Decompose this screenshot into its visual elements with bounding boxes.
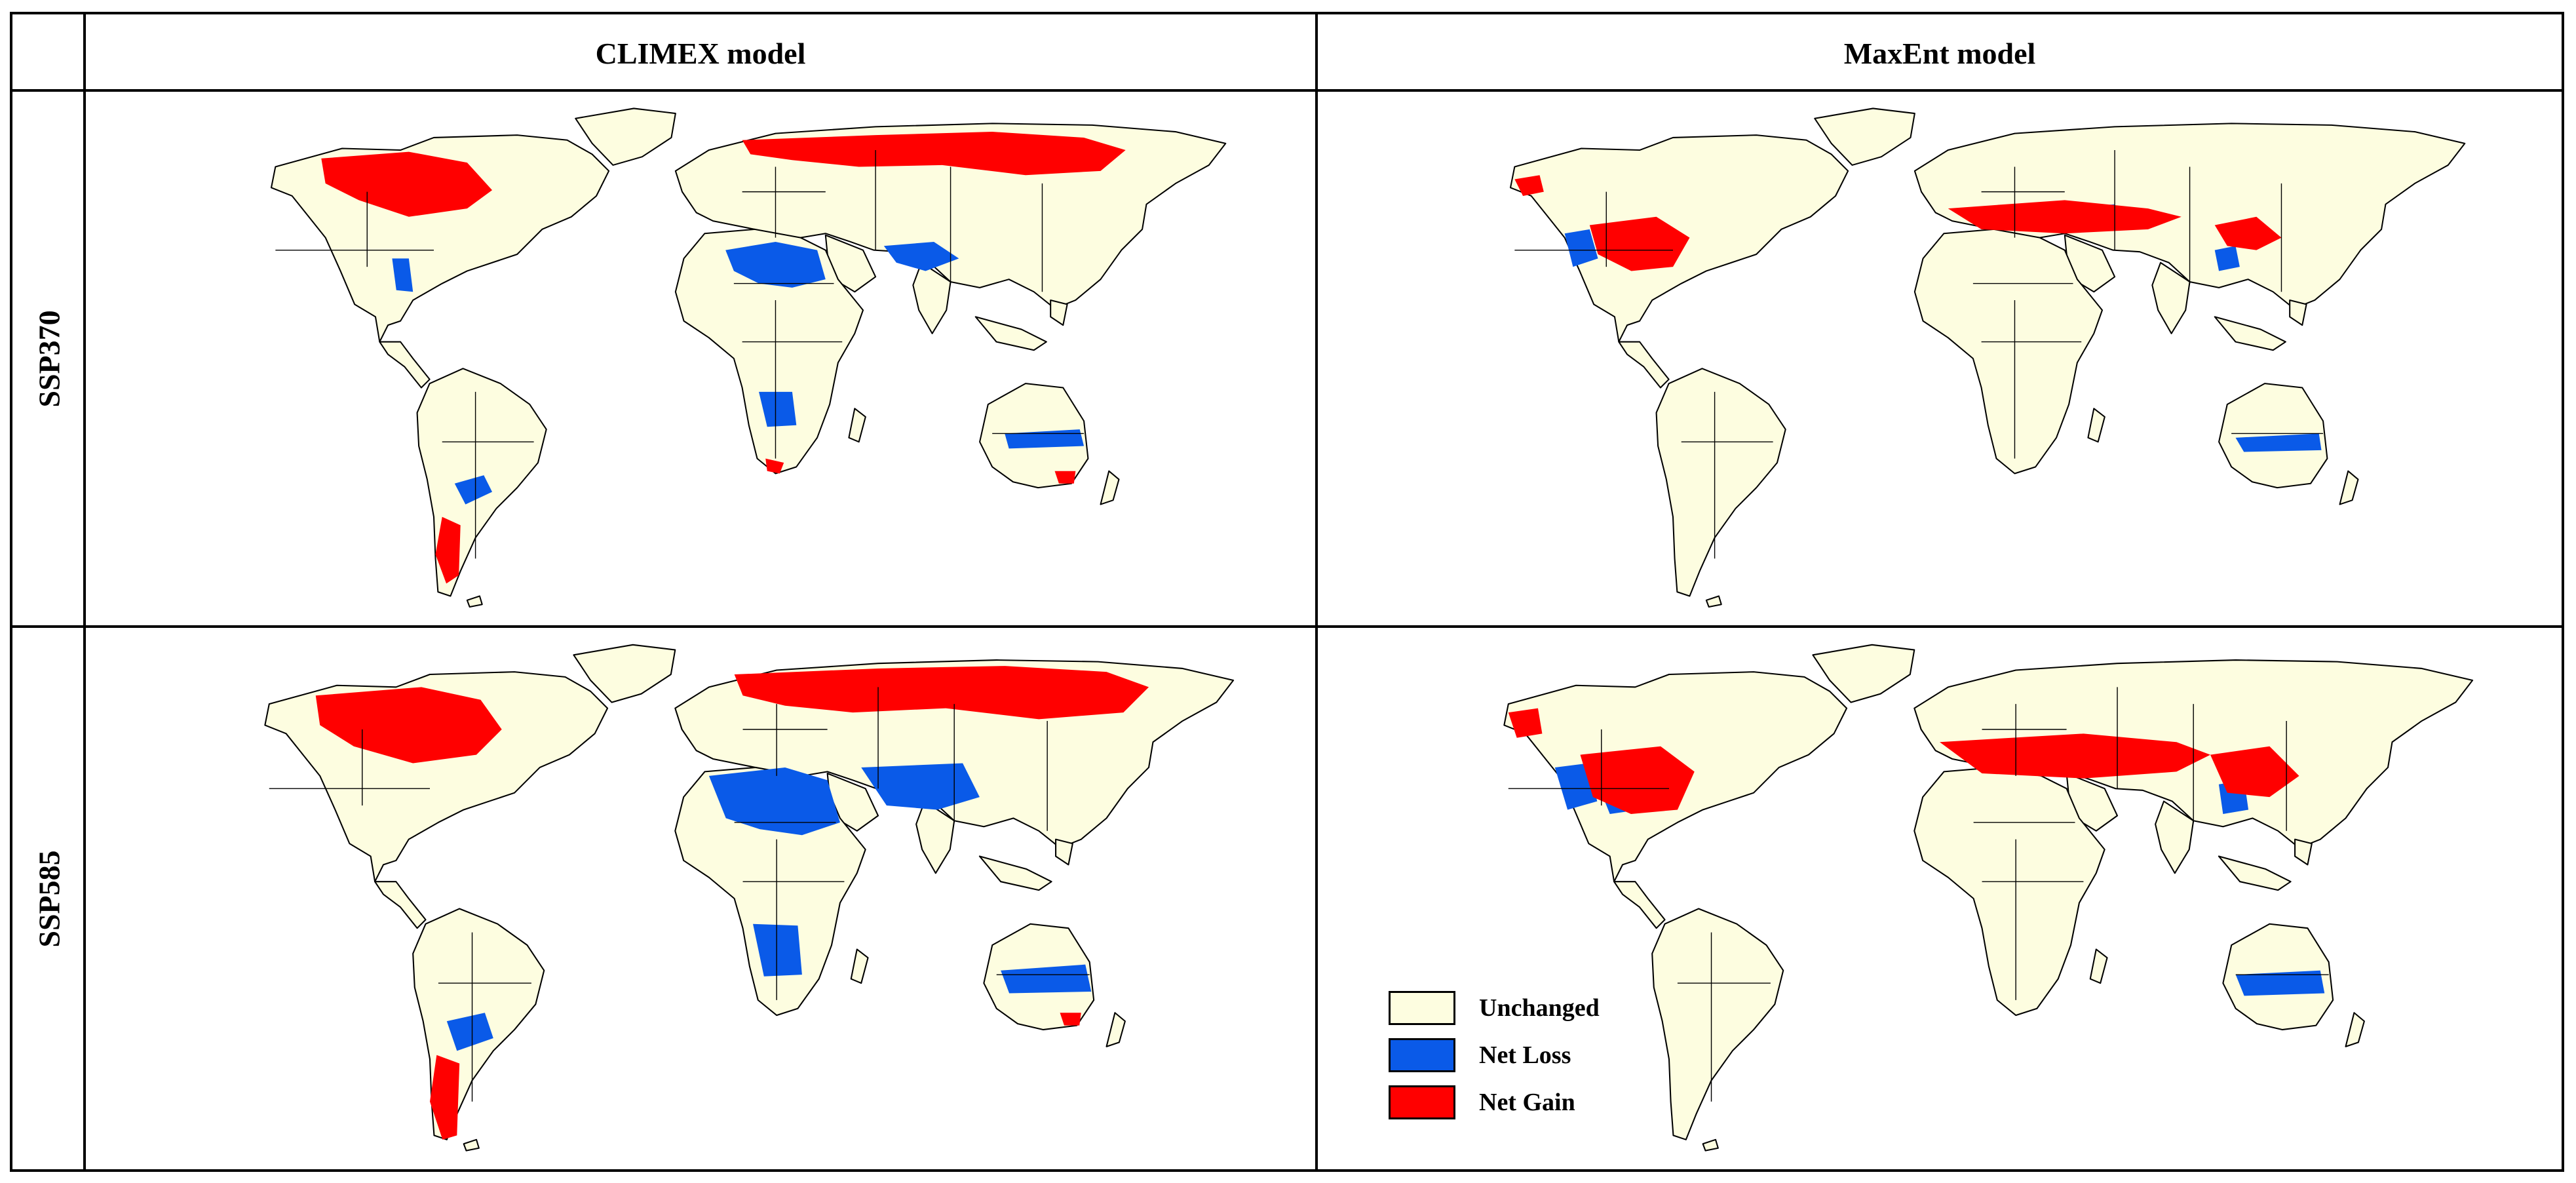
legend-label-loss: Net Loss — [1479, 1041, 1571, 1069]
land-madagascar — [2089, 948, 2108, 984]
row-label-ssp370-text: SSP370 — [32, 309, 66, 408]
land-south-america — [1651, 908, 1784, 1140]
net-gain-region — [321, 151, 493, 217]
grid-line — [1315, 14, 1318, 1169]
net-gain-region — [1060, 1013, 1081, 1026]
net-loss-region — [725, 241, 826, 288]
net-gain-region — [2214, 216, 2282, 250]
land-antarctic-tip — [463, 1138, 480, 1152]
legend-item-gain: Net Gain — [1389, 1085, 1575, 1119]
land-new-zealand — [1100, 470, 1120, 505]
legend-label-unchanged: Unchanged — [1479, 994, 1600, 1022]
grid-line — [83, 14, 86, 1169]
land-antarctic-tip — [466, 595, 483, 608]
legend-swatch-gain — [1389, 1085, 1455, 1119]
column-header-climex: CLIMEX model — [595, 36, 806, 70]
land-greenland — [1814, 107, 1915, 166]
land-central-america — [1613, 881, 1666, 929]
net-gain-region — [765, 458, 784, 474]
net-loss-region — [1564, 229, 1598, 267]
grid-line — [12, 625, 2562, 628]
land-greenland — [573, 644, 676, 703]
net-loss-region — [753, 923, 802, 977]
land-central-america — [374, 881, 427, 929]
land-madagascar — [848, 408, 866, 443]
land-greenland — [1812, 644, 1915, 703]
net-gain-region — [742, 132, 1126, 176]
land-central-america — [379, 341, 431, 389]
net-loss-region — [1001, 964, 1092, 994]
net-loss-region — [883, 241, 959, 271]
map-climex-ssp585 — [86, 628, 1315, 1169]
row-label-ssp370: SSP370 — [12, 92, 86, 625]
net-loss-region — [2235, 970, 2325, 996]
legend-swatch-unchanged — [1389, 991, 1455, 1025]
land-antarctic-tip — [1705, 595, 1722, 608]
land-africa — [1913, 766, 2105, 1017]
net-gain-region — [1580, 746, 1695, 814]
net-gain-region — [430, 1055, 460, 1140]
net-loss-region — [2214, 246, 2240, 271]
land-se-asia-islands — [2218, 838, 2313, 891]
legend-item-unchanged: Unchanged — [1389, 991, 1600, 1025]
net-gain-region — [1054, 471, 1076, 484]
world-map — [1503, 644, 2474, 1152]
net-gain-region — [1940, 733, 2210, 779]
figure-grid: CLIMEX model MaxEnt model SSP370 SSP585 … — [10, 12, 2564, 1172]
world-map — [270, 107, 1227, 608]
grid-line — [12, 89, 2562, 92]
land-new-zealand — [1105, 1012, 1126, 1047]
net-gain-region — [1589, 216, 1690, 271]
land-central-america — [1618, 341, 1670, 389]
land-africa — [1913, 228, 2104, 475]
net-loss-region — [759, 391, 797, 427]
row-label-ssp585-text: SSP585 — [32, 849, 66, 948]
land-new-zealand — [2339, 470, 2359, 505]
country-borders — [1508, 687, 2329, 1102]
net-gain-region — [734, 666, 1149, 720]
land-se-asia-islands — [978, 838, 1073, 891]
country-borders — [1514, 150, 2324, 559]
legend-label-gain: Net Gain — [1479, 1089, 1575, 1116]
land-africa — [674, 228, 864, 475]
land-madagascar — [2087, 408, 2105, 443]
country-borders — [275, 150, 1085, 559]
net-loss-region — [392, 258, 413, 292]
land-se-asia-islands — [2214, 299, 2307, 351]
land-antarctic-tip — [1702, 1138, 1719, 1152]
legend-swatch-loss — [1389, 1038, 1455, 1072]
country-borders — [269, 687, 1090, 1102]
land-south-america — [1655, 368, 1786, 597]
map-climex-ssp370 — [86, 92, 1315, 625]
net-gain-region — [435, 516, 461, 584]
world-map — [264, 644, 1235, 1152]
net-gain-region — [2210, 746, 2299, 798]
row-label-ssp585: SSP585 — [12, 628, 86, 1169]
net-loss-region — [454, 475, 493, 505]
net-loss-region — [2235, 433, 2322, 452]
net-loss-region — [861, 763, 980, 810]
land-new-zealand — [2345, 1012, 2365, 1047]
net-loss-region — [708, 767, 840, 836]
net-loss-region — [446, 1013, 493, 1051]
column-header-maxent: MaxEnt model — [1843, 36, 2036, 70]
land-australia — [2218, 383, 2328, 489]
legend-item-loss: Net Loss — [1389, 1038, 1571, 1072]
net-gain-region — [1508, 708, 1543, 738]
land-madagascar — [850, 948, 869, 984]
land-se-asia-islands — [974, 299, 1068, 351]
map-maxent-ssp370 — [1318, 92, 2562, 625]
net-loss-region — [1005, 429, 1085, 449]
legend: Unchanged Net Loss Net Gain — [1389, 991, 1782, 1148]
net-gain-region — [1514, 175, 1544, 196]
world-map — [1509, 107, 2466, 608]
land-greenland — [575, 107, 676, 166]
map-maxent-ssp585 — [1318, 628, 2562, 1169]
net-gain-region — [1948, 200, 2182, 234]
